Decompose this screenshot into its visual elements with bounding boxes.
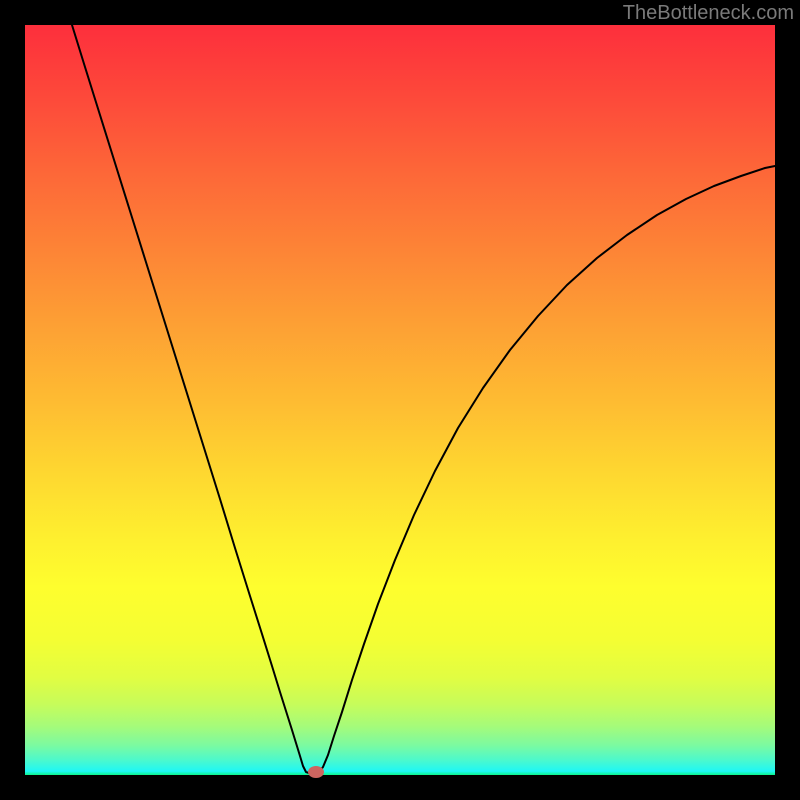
chart-container: TheBottleneck.com xyxy=(0,0,800,800)
chart-svg xyxy=(0,0,800,800)
watermark-text: TheBottleneck.com xyxy=(623,2,794,25)
plot-gradient-background xyxy=(25,25,775,775)
minimum-marker xyxy=(308,766,324,778)
